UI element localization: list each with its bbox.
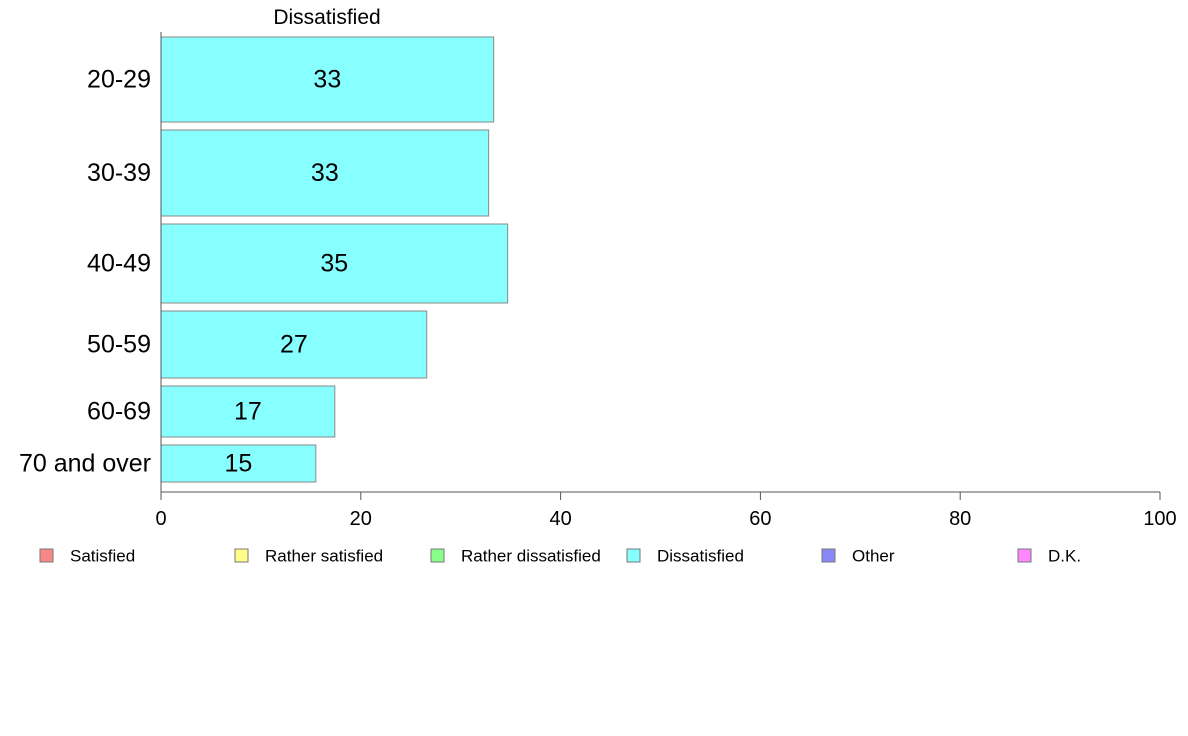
legend-item: Dissatisfied <box>626 547 744 566</box>
bars-layer: 33 20-29 33 30-39 35 40-49 27 50-59 17 60-69 15 70 … <box>19 36 509 483</box>
legend-label: Dissatisfied <box>657 547 744 566</box>
legend-label: Rather dissatisfied <box>461 547 601 566</box>
legend-item: Other <box>821 547 895 566</box>
legend-label: Rather satisfied <box>265 547 383 566</box>
bar-20-29 <box>160 36 495 123</box>
legend-item: Rather dissatisfied <box>430 547 601 566</box>
x-tick-label: 100 <box>1143 508 1176 530</box>
legend-swatch <box>234 548 249 563</box>
category-label: 50-59 <box>87 331 151 359</box>
legend-swatch <box>430 548 445 563</box>
bar-40-49 <box>160 223 509 304</box>
bar-value-label: 33 <box>313 66 341 94</box>
legend-item: Rather satisfied <box>234 547 383 566</box>
x-tick-label: 20 <box>350 508 372 530</box>
legend-item: Satisfied <box>39 547 135 566</box>
legend-label: Satisfied <box>70 547 135 566</box>
category-label: 70 and over <box>19 450 151 478</box>
bar-value-label: 35 <box>320 250 348 278</box>
x-tick-label: 40 <box>549 508 571 530</box>
bar-value-label: 17 <box>234 398 262 426</box>
x-tick-label: 60 <box>749 508 771 530</box>
legend-item: D.K. <box>1017 547 1081 566</box>
bar-value-label: 33 <box>311 159 339 187</box>
legend-swatch <box>626 548 641 563</box>
legend: Satisfied Rather satisfied Rather dissatis… <box>39 547 1081 566</box>
chart-title: Dissatisfied <box>273 6 380 29</box>
bar-value-label: 27 <box>280 331 308 359</box>
bar-50-59 <box>160 310 428 379</box>
bar-value-label: 15 <box>225 450 253 478</box>
legend-label: D.K. <box>1048 547 1081 566</box>
category-label: 20-29 <box>87 66 151 94</box>
category-label: 40-49 <box>87 250 151 278</box>
x-axis: 0 20 40 60 80 100 <box>155 32 1177 530</box>
bar-30-39 <box>160 129 490 217</box>
legend-swatch <box>821 548 836 563</box>
x-tick-label: 0 <box>155 508 166 530</box>
bar-60-69 <box>160 385 336 438</box>
legend-label: Other <box>852 547 895 566</box>
category-label: 60-69 <box>87 398 151 426</box>
category-label: 30-39 <box>87 159 151 187</box>
legend-swatch <box>39 548 54 563</box>
legend-swatch <box>1017 548 1032 563</box>
x-tick-label: 80 <box>949 508 971 530</box>
